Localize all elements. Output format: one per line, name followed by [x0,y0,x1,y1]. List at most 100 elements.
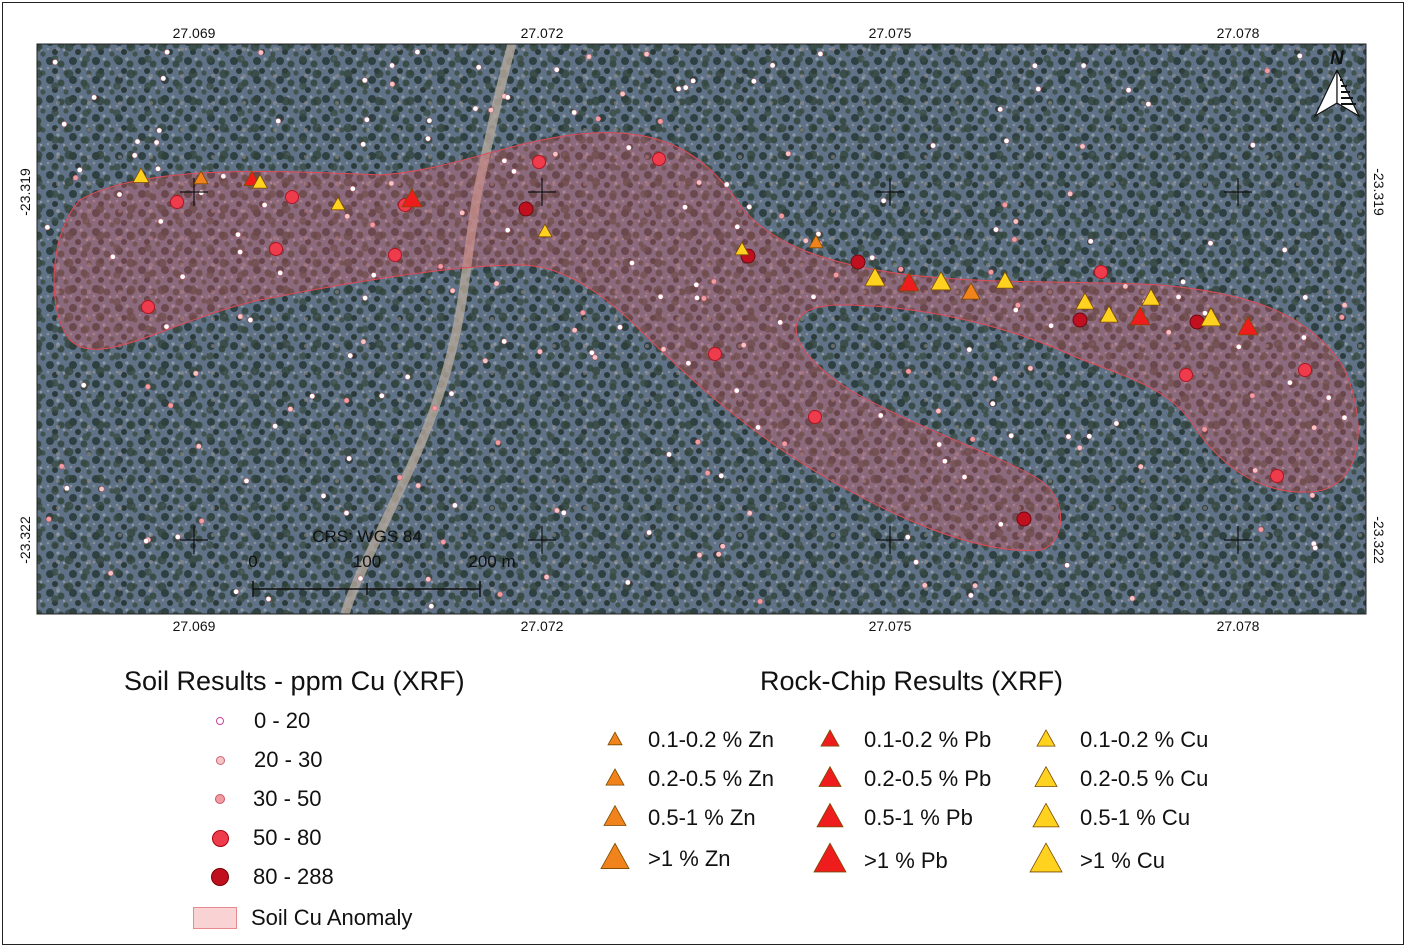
soil-point-low [617,324,623,331]
soil-point-low [571,327,578,334]
soil-point-low [718,472,725,479]
soil-point-low [459,209,465,216]
soil-point-low [643,51,650,57]
soil-point-high [1179,368,1193,382]
soil-point-low [646,529,652,536]
soil-point-low [1341,414,1348,421]
soil-point-low [1048,322,1054,329]
soil-point-low [1258,526,1264,533]
soil-point-low [989,400,996,407]
right-tick-2: -23.322 [1371,516,1387,564]
soil-legend-item-30-50: 30 - 50 [208,786,322,812]
soil-point-low [134,138,141,145]
soil-point-low [362,295,368,301]
soil-label: 20 - 30 [254,747,323,772]
soil-20-30-symbol [216,755,225,765]
soil-point-low [1067,190,1073,197]
soil-point-low [666,451,672,458]
soil-point-low [657,293,664,300]
soil-30-50-symbol [215,794,225,804]
soil-point-low [482,357,489,364]
soil-point-low [993,226,999,233]
soil-point-low [501,338,508,345]
soil-point-low [580,309,586,316]
soil-point-low [781,440,788,447]
soil-point-high [1072,312,1088,328]
soil-point-low [143,538,150,544]
soil-point-low [815,231,822,237]
soil-point-low [1064,562,1070,569]
soil-point-low [553,66,560,73]
soil-anomaly-legend: Soil Cu Anomaly [193,905,412,931]
soil-point-low [802,237,809,244]
rock-chip-triangle [251,173,269,189]
soil-point-low [488,107,494,113]
soil-point-low [1015,302,1021,309]
soil-point-low [1311,424,1318,431]
soil-point-low [195,443,202,450]
soil-point-low [452,502,458,509]
graticule-crosses [180,178,1252,554]
soil-point-low [1087,238,1094,245]
soil-point-low [110,253,116,260]
background-soil-points [44,49,1348,610]
soil-point-high [285,190,299,204]
soil-point-low [511,168,517,175]
soil-cu-anomaly [53,132,1359,551]
rock-chip-triangle [1141,288,1161,306]
rock-chip-triangle [930,271,952,291]
soil-point-low [164,49,170,55]
soil-point-low [261,202,268,208]
soil-point-low [198,518,205,524]
rock-chip-points [132,167,1259,336]
soil-point-low [116,191,123,198]
soil-point-low [657,118,664,125]
soil-point-low [1281,247,1288,253]
soil-point-low [682,204,688,211]
soil-point-low [905,368,912,375]
soil-point-low [1165,329,1172,336]
soil-point-low [833,272,839,278]
rock-chip-triangle [961,282,981,300]
soil-point-low [660,346,667,353]
soil-point-low [347,352,354,359]
soil-point-low [733,387,740,394]
soil-point-low [1003,138,1010,144]
soil-point-low [504,94,511,101]
soil-point-low [265,596,272,602]
soil-point-high [1298,363,1312,377]
soil-label: 0 - 20 [254,708,311,733]
soil-point-low [690,78,696,84]
scale-label-200: 200 m [468,552,515,571]
soil-point-low [1301,334,1307,341]
pb-label: >1 % Pb [864,848,948,873]
soil-point-low [1264,67,1271,74]
soil-point-low [696,179,702,186]
soil-point-low [343,397,350,404]
soil-point-low [1086,433,1093,440]
soil-point-high [652,152,666,166]
soil-point-low [98,486,105,492]
soil-point-low [1113,420,1120,427]
soil-point-low [719,543,726,550]
soil-point-low [153,139,160,146]
rock-chip-triangle [864,267,886,287]
rock-chip-triangle [1099,305,1119,323]
rock-chip-triangle [193,170,209,185]
soil-point-high [532,155,546,169]
scale-bar: CRS: WGS 84 0 100 200 m [248,527,516,597]
soil-point-low [1312,545,1319,551]
soil-point-low [921,582,928,589]
soil-point-low [997,521,1004,528]
soil-point-low [237,249,243,255]
soil-point-low [61,121,68,127]
soil-point-low [746,510,753,516]
soil-point-low [913,559,919,565]
soil-point-low [715,551,722,558]
soil-point-low [440,539,447,545]
rock-legend-title: Rock-Chip Results (XRF) [760,666,1064,696]
north-label: N [1330,48,1345,69]
soil-point-high [388,248,402,262]
soil-point-low [755,424,761,431]
soil-point-low [1249,392,1256,399]
